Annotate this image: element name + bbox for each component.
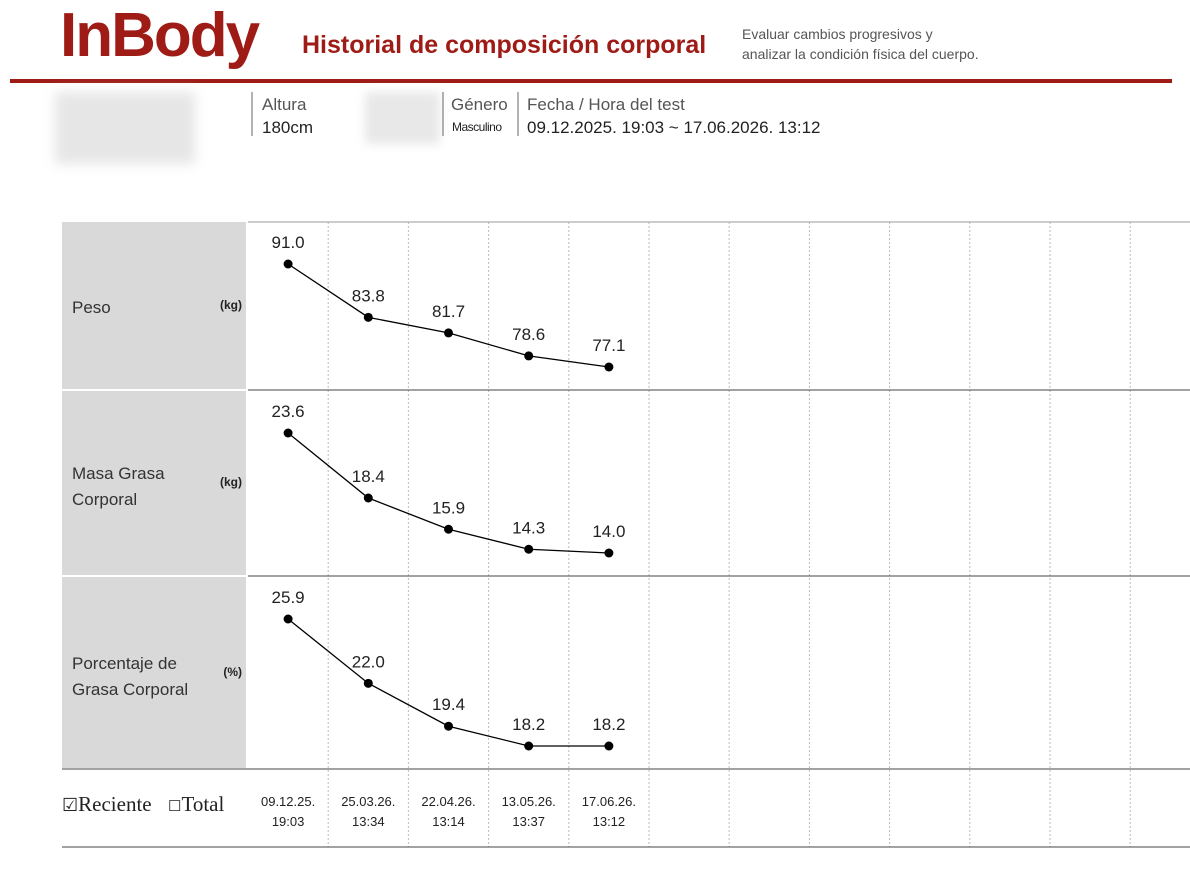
filter-label: Reciente	[78, 792, 152, 816]
data-point	[283, 428, 293, 438]
value-label: 22.0	[352, 652, 385, 671]
data-point	[363, 678, 373, 688]
row-title: Porcentaje de Grasa Corporal	[72, 653, 189, 699]
label-panel	[62, 222, 246, 389]
value-label: 19.4	[432, 695, 465, 714]
value-label: 15.9	[432, 498, 465, 517]
x-tick-label: 09.12.25. 19:03	[260, 794, 316, 829]
blurred-name	[55, 92, 195, 164]
x-tick-label: 13.05.26. 13:37	[501, 794, 556, 829]
label-panel	[62, 391, 246, 575]
info-value: Masculino	[452, 120, 502, 134]
label-panel	[62, 577, 246, 768]
logo: InBody	[60, 1, 260, 70]
value-label: 14.3	[512, 518, 545, 537]
info-label: Altura	[262, 95, 307, 114]
data-point	[524, 351, 534, 361]
value-label: 78.6	[512, 325, 545, 344]
data-point	[283, 614, 293, 624]
value-label: 91.0	[272, 233, 305, 252]
row-unit: (kg)	[220, 297, 242, 312]
row-unit: (kg)	[220, 475, 242, 489]
x-tick-label: 25.03.26. 13:34	[341, 794, 396, 829]
x-tick-label: 22.04.26. 13:14	[421, 794, 476, 829]
data-point	[604, 741, 614, 751]
info-value: 180cm	[262, 118, 314, 137]
value-label: 23.6	[272, 402, 305, 421]
data-point	[524, 544, 534, 554]
value-label: 25.9	[272, 588, 305, 607]
data-point	[444, 524, 453, 534]
row-title: Peso	[72, 297, 111, 317]
data-point	[363, 312, 373, 322]
value-label: 14.0	[592, 522, 625, 541]
filter-recent[interactable]: ☑Reciente	[62, 792, 152, 816]
value-label: 18.2	[512, 715, 545, 734]
row-title: Masa Grasa Corporal	[72, 464, 165, 509]
subtitle: Evaluar cambios progresivos y	[742, 26, 933, 42]
data-point	[604, 548, 614, 558]
value-label: 81.7	[432, 302, 465, 321]
title: Historial de composición corporal	[302, 31, 707, 59]
data-point	[524, 741, 534, 751]
data-point	[363, 493, 373, 503]
value-label: 77.1	[592, 336, 625, 355]
data-point	[444, 328, 453, 338]
value-label: 18.4	[352, 467, 385, 486]
filter-label: Total	[181, 792, 225, 816]
info-value: 09.12.2025. 19:03 ~ 17.06.2026. 13:12	[527, 118, 821, 137]
blurred-age	[365, 92, 440, 144]
data-point	[283, 259, 293, 269]
data-point	[604, 362, 614, 372]
info-label: Fecha / Hora del test	[527, 95, 685, 114]
trend-line	[287, 432, 609, 554]
subtitle: analizar la condición física del cuerpo.	[742, 46, 979, 62]
value-label: 83.8	[352, 286, 385, 305]
data-point	[444, 721, 453, 731]
filter-total[interactable]: ☐Total	[168, 792, 225, 816]
x-tick-label: 17.06.26. 13:12	[581, 794, 636, 829]
row-unit: (%)	[223, 664, 242, 679]
value-label: 18.2	[592, 715, 625, 734]
info-label: Género	[451, 95, 508, 114]
